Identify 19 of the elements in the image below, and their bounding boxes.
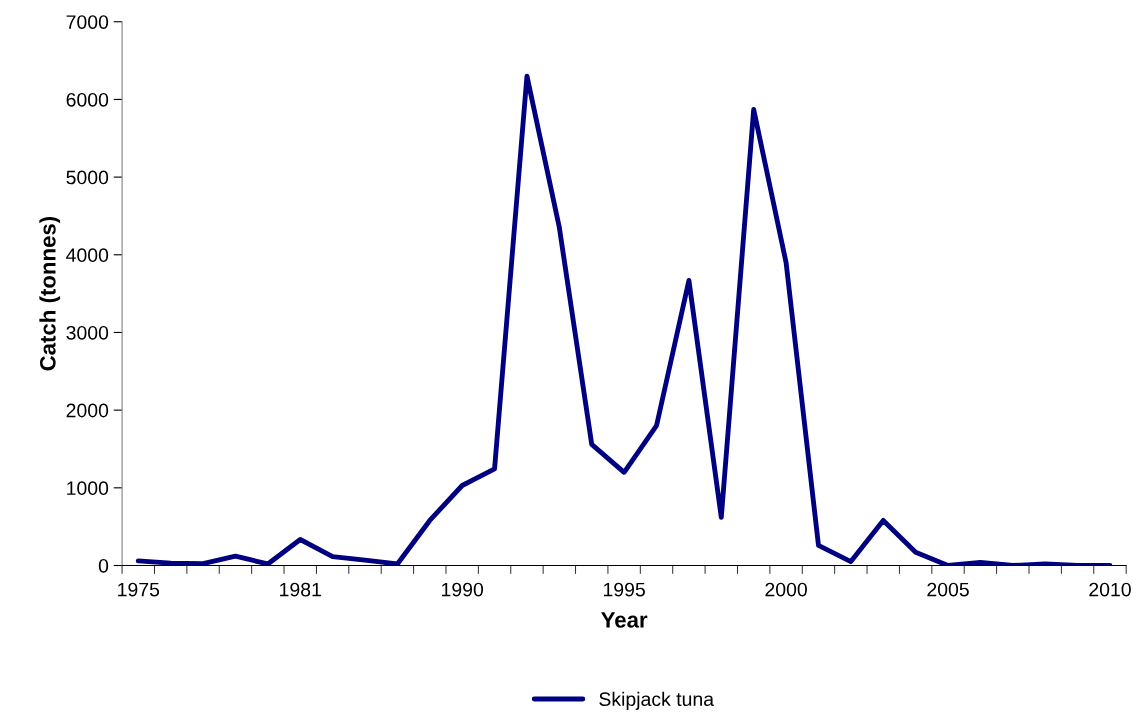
x-tick-label: 1975 (118, 582, 160, 597)
y-tick-label: 0 (98, 558, 109, 573)
y-tick-label: 2000 (66, 403, 109, 418)
x-tick-label: 2005 (927, 582, 969, 597)
line-series (135, 73, 1113, 566)
x-tick-label: 1995 (603, 582, 645, 597)
y-tick-label: 7000 (66, 15, 109, 29)
x-tick-label: 1981 (280, 582, 321, 597)
y-tick-label: 6000 (66, 92, 109, 107)
y-tick-label: 3000 (66, 325, 109, 340)
legend-label: Skipjack tuna (599, 691, 715, 710)
y-tick-label: 1000 (67, 481, 109, 496)
x-tick-label: 2000 (765, 582, 807, 597)
x-tick-label: 2010 (1089, 582, 1131, 597)
y-tick-label: 5000 (66, 170, 109, 185)
x-tick-label: 1990 (442, 582, 484, 597)
y-tick-label: 4000 (66, 248, 109, 263)
x-axis-title: Year (601, 612, 648, 628)
y-axis-title: Catch (tonnes) (39, 216, 61, 371)
